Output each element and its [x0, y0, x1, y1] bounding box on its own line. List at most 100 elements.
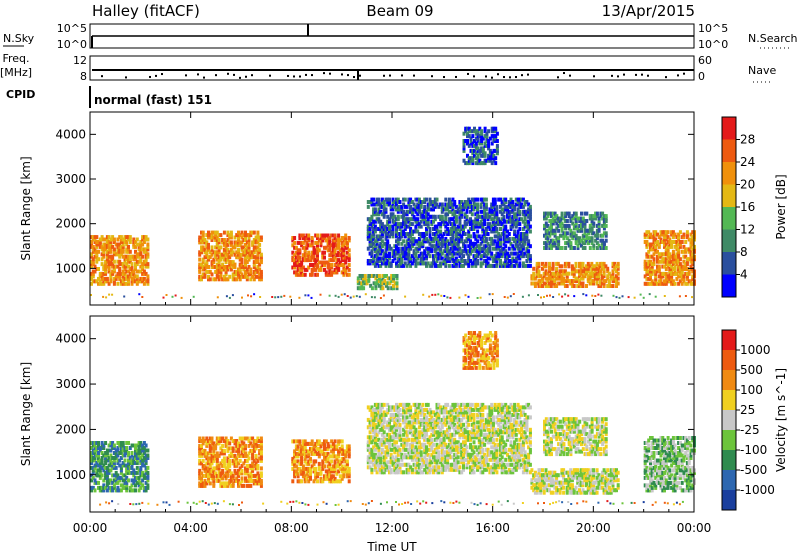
power-echo-cell	[596, 212, 599, 216]
power-near-range-cell	[353, 296, 355, 298]
power-echo-cell	[374, 207, 377, 211]
power-near-range-cell	[347, 295, 349, 297]
power-colorbar-tick-label: 20	[740, 178, 755, 192]
power-near-range-cell	[649, 293, 651, 295]
power-echo-cell	[582, 262, 585, 266]
power-near-range-cell	[163, 297, 165, 299]
nave-dots	[101, 72, 685, 79]
power-echo-cell	[234, 263, 237, 267]
velocity-echo-cell	[122, 441, 125, 445]
power-echo-cell	[348, 236, 351, 240]
power-echo-cell	[504, 225, 507, 229]
cpid-label: CPID	[6, 88, 35, 101]
nave-dot	[683, 73, 685, 75]
power-echo-cell	[566, 231, 569, 235]
power-near-range-cell	[304, 294, 306, 296]
power-echo-cell	[253, 231, 256, 235]
power-echo-cell	[106, 277, 109, 281]
power-colorbar-tick-label: 8	[740, 245, 748, 259]
power-echo-cell	[371, 286, 374, 290]
nave-dot	[149, 76, 151, 78]
nsky-tick-bottom: 10^0	[57, 38, 87, 51]
power-echo-cell	[129, 250, 132, 254]
velocity-echo-cell	[244, 444, 247, 448]
power-near-range-cell	[229, 297, 231, 299]
power-echo-cell	[605, 239, 608, 243]
power-near-range-cell	[449, 297, 451, 299]
power-echo-cell	[584, 246, 587, 250]
power-echo-cell	[404, 198, 407, 202]
power-echo-cell	[679, 257, 682, 261]
power-colorbar-segment	[722, 252, 736, 275]
power-echo-cell	[129, 235, 132, 239]
velocity-echo-cell	[146, 449, 149, 453]
power-echo-cell	[441, 203, 444, 207]
nave-dot	[617, 75, 619, 77]
power-near-range-cell	[193, 296, 195, 298]
power-echo-cell	[658, 265, 661, 269]
velocity-echo-cell	[348, 479, 351, 483]
power-echo-cell	[448, 264, 451, 268]
velocity-echo-cell	[318, 462, 321, 466]
power-echo-cell	[198, 258, 201, 262]
power-echo-cell	[344, 234, 347, 238]
power-echo-cell	[585, 219, 588, 223]
nave-dot	[227, 73, 229, 75]
nave-dot	[323, 72, 325, 74]
velocity-echo-cell	[115, 466, 118, 470]
power-echo-cell	[480, 129, 483, 133]
power-near-range-cell	[543, 296, 545, 298]
power-echo-cell	[667, 230, 670, 234]
power-near-range-cell	[422, 294, 424, 296]
power-echo-cell	[399, 200, 402, 204]
power-echo-cell	[518, 210, 521, 214]
velocity-echo-cell	[256, 464, 259, 468]
velocity-echo-cell	[232, 446, 235, 450]
power-near-range-cell	[540, 297, 542, 299]
power-echo-cell	[260, 270, 263, 274]
power-near-range-cell	[431, 294, 433, 296]
velocity-echo-cell	[146, 471, 149, 475]
power-colorbar-segment	[722, 275, 736, 298]
power-near-range-cell	[283, 295, 285, 297]
power-echo-cell	[573, 284, 576, 288]
power-echo-cell	[560, 264, 563, 268]
power-near-range-cell	[259, 296, 261, 298]
power-echo-cell	[529, 244, 532, 248]
power-near-range-cell	[123, 296, 125, 298]
velocity-echo-cell	[330, 459, 333, 463]
nave-dot	[341, 73, 343, 75]
velocity-echo-cell	[239, 459, 242, 463]
power-near-range-cell	[558, 293, 560, 295]
power-echo-cell	[455, 215, 458, 219]
power-echo-cell	[307, 234, 310, 238]
power-near-range-cell	[226, 295, 228, 297]
power-echo-cell	[228, 275, 231, 279]
power-near-range-cell	[329, 295, 331, 297]
velocity-echo-cell	[127, 441, 130, 445]
power-echo-cell	[511, 200, 514, 204]
power-echo-cell	[471, 134, 474, 138]
power-near-range-cell	[628, 296, 630, 298]
velocity-echo-cell	[291, 479, 294, 483]
power-echo-cell	[682, 233, 685, 237]
power-echo-cell	[396, 281, 399, 285]
nave-dot	[347, 74, 349, 76]
velocity-echo-cell	[260, 479, 263, 483]
power-echo-cell	[260, 236, 263, 240]
power-echo-cell	[372, 198, 375, 202]
power-echo-cell	[97, 267, 100, 271]
nave-dot	[569, 75, 571, 77]
velocity-echo-cell	[127, 451, 130, 455]
power-near-range-cell	[383, 295, 385, 297]
power-echo-cell	[256, 231, 259, 235]
power-near-range-cell	[594, 295, 596, 297]
velocity-echo-cell	[311, 439, 314, 443]
power-near-range-cell	[643, 297, 645, 299]
power-near-range-cell	[522, 296, 524, 298]
power-near-range-cell	[691, 296, 693, 298]
nave-dot	[401, 74, 403, 76]
power-echo-cell	[466, 215, 469, 219]
nave-dot	[623, 74, 625, 76]
